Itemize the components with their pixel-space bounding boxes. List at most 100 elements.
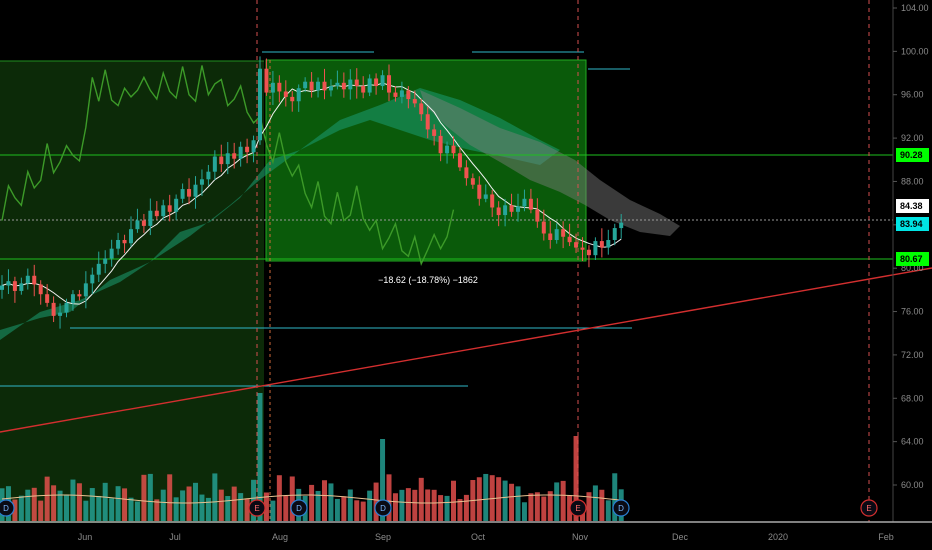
volume-bar [573,436,579,521]
candle-body [12,281,17,291]
event-marker-label: D [618,504,624,513]
candle-body [19,283,24,291]
volume-bar [122,488,128,521]
candle-body [509,205,514,212]
candle-body [412,99,417,104]
volume-bar [405,488,411,521]
time-axis-label: Sep [375,532,391,542]
volume-bar [496,477,502,521]
candle-body [245,146,250,153]
price-tag-box [896,199,929,213]
volume-bar [444,495,450,521]
price-axis-label: 92.00 [901,133,924,143]
volume-bar [173,497,179,521]
candle-body [38,284,43,295]
candle-body [135,220,140,230]
candle-body [361,86,366,93]
volume-bar [586,492,592,521]
volume-bar [205,497,211,521]
volume-bar [309,484,315,521]
candle-body [70,294,75,303]
volume-bar [341,496,347,521]
volume-bar [612,473,618,521]
volume-bar [128,497,134,521]
volume-bar [147,473,153,521]
candle-body [554,229,559,240]
volume-bar [328,483,334,521]
volume-bar [18,495,24,521]
price-tags: 90.28 84.38 83.94 80.67 [896,148,929,266]
time-axis-label: Jul [169,532,181,542]
price-axis-label: 100.00 [901,46,929,56]
volume-bar [605,500,611,521]
candle-body [432,129,437,136]
volume-bar [554,482,560,521]
candle-body [219,156,224,165]
price-axis-label: 88.00 [901,176,924,186]
price-tag-label: 84.38 [900,201,923,211]
price-tag-box [896,217,929,231]
candle-body [77,294,82,297]
volume-bar [592,485,598,521]
candle-body [32,275,37,285]
candle-body [238,146,243,159]
candle-body [503,205,508,216]
candle-body [141,220,146,226]
trendline [0,267,932,433]
volume-bar [347,489,353,521]
time-axis-label: Feb [878,532,894,542]
time-axis[interactable]: Jun Jul Aug Sep Oct Nov Dec 2020 Feb [78,532,894,542]
price-axis-label: 60.00 [901,480,924,490]
candle-body [103,258,108,264]
volume-bar [515,486,521,521]
volume-bar [51,485,57,521]
candle-body [393,92,398,97]
dividend-marker [374,499,392,517]
price-tag-label: 80.67 [900,254,923,264]
volume-bar [412,489,418,521]
price-axis-label: 96.00 [901,90,924,100]
volume-bar [134,501,140,521]
candle-body [419,103,424,115]
candle-body [258,68,262,141]
candle-body [264,68,269,93]
dividend-marker [612,499,630,517]
price-axis-label: 64.00 [901,437,924,447]
volume-bar [476,477,482,521]
candle-body [445,145,450,154]
candle-body [187,189,192,197]
price-axis-label: 104.00 [901,3,929,13]
cloud-bullish [0,88,560,340]
volume-bar [322,480,327,521]
volume-moving-average [1,494,622,504]
volume-bar [199,494,205,521]
candle-body [148,210,153,226]
candle-body [516,206,520,212]
volume-bar [283,495,289,521]
volume-bar [360,501,366,521]
candle-body [496,207,501,216]
volume-bar [89,488,95,521]
volume-bar [451,480,456,521]
price-tag-label: 83.94 [900,219,923,229]
candle-body [606,239,611,248]
volume-bar [25,489,31,521]
volume-bar [380,439,386,521]
candle-body [477,184,482,199]
candle-body [154,210,159,217]
volume-bar [315,490,321,521]
earnings-marker [248,499,266,517]
candle-body [399,90,404,97]
volume-bar [386,474,392,521]
candle-body [83,283,88,297]
price-axis-label: 72.00 [901,350,924,360]
price-tag-box [896,252,929,266]
candle-body [580,247,585,250]
candle-body [593,241,598,256]
volume-bar [225,496,231,521]
volume-bar [334,498,340,521]
volume-bar [38,500,44,521]
candle-body [109,248,114,259]
